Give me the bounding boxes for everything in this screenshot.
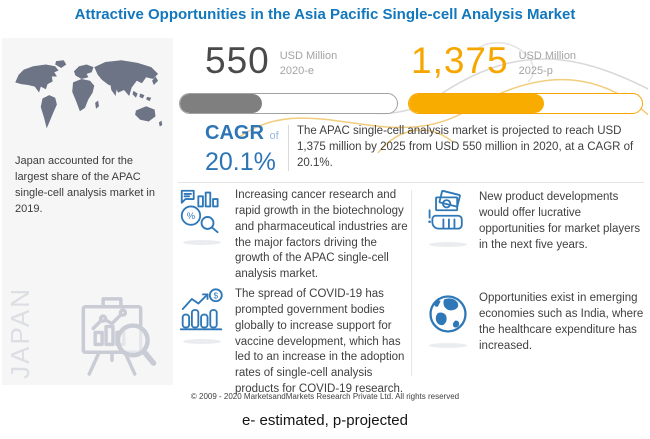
bullet-drivers-icon-wrap: % (177, 188, 227, 283)
bullet-emerging-icon-wrap (425, 291, 471, 354)
world-map-icon (15, 60, 163, 129)
stat-2020: 550 USD Million 2020-e (179, 40, 398, 114)
stat-2025-labels: USD Million 2025-p (519, 42, 576, 79)
svg-text:%: % (187, 211, 195, 221)
main-content: 550 USD Million 2020-e 1,375 USD Million… (175, 38, 648, 395)
footnote: e- estimated, p-projected (242, 412, 408, 429)
bullet-drivers-text: Increasing cancer research and rapid gro… (235, 189, 408, 281)
page-title: Attractive Opportunities in the Asia Pac… (74, 6, 576, 23)
stat-2025-year: 2025-p (518, 64, 553, 77)
copyright-line: © 2009 - 2020 MarketsandMarkets Research… (190, 392, 460, 401)
left-panel-caption: Japan accounted for the largest share of… (15, 155, 155, 215)
stat-2020-labels: USD Million 2020-e (280, 42, 337, 79)
market-2025-bar (408, 93, 643, 114)
stat-2025-unit: USD Million (518, 50, 577, 62)
icon-shadow (183, 240, 221, 245)
svg-text:$: $ (213, 292, 218, 301)
globe-icon (429, 295, 467, 333)
vertical-divider (411, 190, 412, 376)
cagr-label: CAGR (205, 122, 264, 144)
bullet-new-products-icon-wrap (425, 189, 471, 253)
growth-chart-dollar-icon: $ (179, 288, 223, 331)
icon-shadow (183, 339, 221, 344)
bullet-covid-text: The spread of COVID-19 has prompted gove… (235, 288, 405, 396)
left-panel: Japan accounted for the largest share of… (2, 38, 173, 385)
stat-2025-value: 1,375 (411, 40, 509, 81)
bullet-covid: $ The spread of COVID-19 has prompted go… (177, 287, 408, 398)
market-2020-bar-fill (180, 94, 263, 113)
market-research-icon: % (180, 189, 219, 234)
cagr-divider (288, 125, 289, 171)
money-in-hand-icon (428, 189, 463, 230)
bullet-covid-icon-wrap: $ (177, 287, 227, 398)
region-watermark: JAPAN (5, 287, 35, 379)
icon-shadow (429, 242, 467, 247)
bullet-new-products-text: New product developments would offer luc… (479, 191, 641, 251)
market-2025-bar-fill (409, 94, 545, 113)
presentation-chart-magnifier-icon (81, 297, 157, 376)
icon-shadow (429, 343, 467, 348)
stat-2020-value: 550 (205, 40, 270, 81)
cagr-of: of (269, 130, 279, 142)
market-2020-bar (179, 93, 398, 114)
stat-2020-year: 2020-e (279, 64, 314, 77)
bullet-emerging: Opportunities exist in emerging economie… (425, 291, 644, 354)
stat-2025: 1,375 USD Million 2025-p (408, 40, 643, 114)
stat-2020-unit: USD Million (279, 50, 338, 62)
bullet-drivers: % Increasing cancer research and rapid g… (177, 188, 408, 283)
cagr-value: 20.1% (205, 148, 276, 176)
horizontal-divider (178, 182, 644, 183)
cagr-block: CAGR of 20.1% (205, 122, 289, 177)
cagr-description: The APAC single-cell analysis market is … (297, 125, 634, 170)
bullet-emerging-text: Opportunities exist in emerging economie… (479, 292, 644, 352)
bullet-new-products: New product developments would offer luc… (425, 189, 644, 253)
